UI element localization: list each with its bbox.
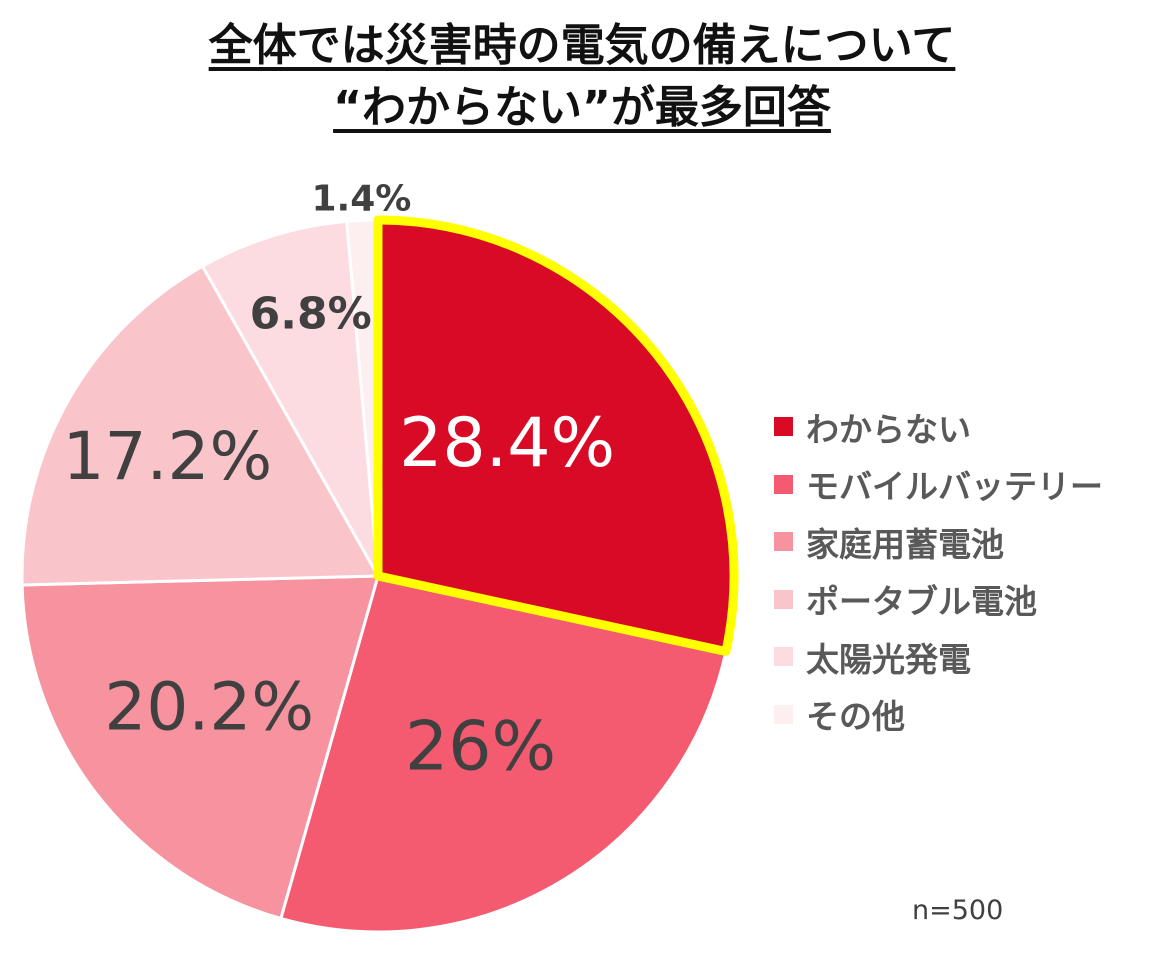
chart-title-line2: “わからない”が最多回答 [333,82,831,133]
slice-data-label: 26% [405,707,556,786]
legend-swatch [774,417,793,437]
slice-data-label: 20.2% [104,668,314,745]
legend-label: わからない [806,409,971,449]
legend-label: その他 [806,697,905,737]
legend-item-wakaranai: わからない [774,398,1103,456]
pie-slice [20,264,381,587]
legend-item-home-battery: 家庭用蓄電池 [774,513,1103,571]
slice-data-label: 6.8% [250,288,372,339]
slice-highlight-outline [373,215,739,656]
sample-size-note: n=500 [912,895,1004,926]
legend-swatch [774,647,793,667]
slice-data-label: 17.2% [63,418,273,495]
legend-swatch [774,474,793,494]
legend-swatch [774,589,793,609]
legend-label: 家庭用蓄電池 [806,524,1004,564]
pie-slice [278,574,728,934]
legend-item-solar: 太陽光発電 [774,628,1103,686]
pie-slice [200,219,380,577]
legend-label: ポータブル電池 [806,582,1037,622]
legend-item-portable-battery: ポータブル電池 [774,571,1103,629]
legend-label: 太陽光発電 [806,639,971,679]
pie-slice [20,574,380,921]
slice-data-label: 1.4% [311,179,411,220]
chart-title-line1: 全体では災害時の電気の備えについて [208,20,956,71]
legend-swatch [774,704,793,724]
slice-data-label: 28.4% [399,404,615,483]
legend-label: モバイルバッテリー [806,467,1103,507]
legend-item-other: その他 [774,686,1103,744]
legend-item-mobile-battery: モバイルバッテリー [774,456,1103,514]
legend: わからない モバイルバッテリー 家庭用蓄電池 ポータブル電池 太陽光発電 その他 [774,398,1103,743]
legend-swatch [774,532,793,552]
